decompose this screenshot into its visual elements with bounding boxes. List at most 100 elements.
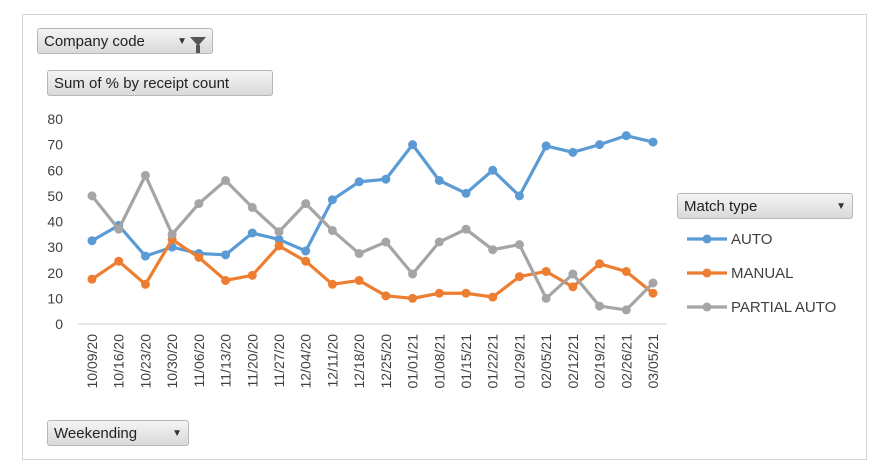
company-code-filter-button[interactable]: Company code ▼ (37, 28, 213, 54)
x-tick-label: 12/04/20 (298, 334, 314, 389)
data-point (247, 270, 257, 280)
data-point (381, 291, 391, 301)
dropdown-arrow-icon: ▼ (172, 427, 182, 439)
x-tick-label: 02/19/21 (592, 334, 608, 389)
line-chart-plot: 0 10 20 30 40 50 60 70 80 10/09/20 10/16/20 10/23/2… (47, 111, 836, 389)
data-point (461, 224, 471, 234)
data-point (488, 165, 498, 175)
data-point (648, 288, 658, 298)
weekending-axis-button[interactable]: Weekending ▼ (47, 420, 189, 446)
x-tick-label: 10/16/20 (111, 334, 127, 389)
data-point (568, 147, 578, 157)
legend-swatch-marker (702, 234, 712, 244)
y-tick-label: 20 (47, 265, 63, 281)
data-point (621, 131, 631, 141)
funnel-icon (190, 36, 206, 53)
weekending-label: Weekending (54, 424, 138, 442)
data-point (648, 137, 658, 147)
data-point (488, 292, 498, 302)
x-tick-label: 01/01/21 (405, 334, 421, 389)
data-point (327, 195, 337, 205)
data-point (434, 176, 444, 185)
data-point (461, 288, 471, 298)
dropdown-arrow-icon: ▼ (177, 35, 187, 47)
data-point (140, 279, 150, 289)
y-tick-label: 80 (47, 111, 63, 127)
match-type-label: Match type (684, 197, 758, 215)
company-code-label: Company code (44, 32, 145, 50)
x-tick-label: 10/23/20 (137, 334, 153, 389)
data-point (221, 176, 231, 185)
data-point (301, 256, 311, 266)
legend-entry-label: AUTO (731, 231, 772, 248)
data-point (301, 199, 311, 209)
data-point (354, 275, 364, 285)
data-point (140, 251, 150, 261)
series-line-manual (90, 237, 655, 300)
x-tick-label: 02/26/21 (618, 334, 634, 389)
legend-entry-label: PARTIAL AUTO (731, 299, 836, 316)
x-tick-label: 12/25/20 (378, 334, 394, 389)
legend-entry-label: MANUAL (731, 265, 794, 282)
y-tick-label: 40 (47, 214, 63, 230)
x-tick-label: 02/12/21 (565, 334, 581, 389)
data-point (274, 234, 284, 244)
match-type-legend-button[interactable]: Match type ▼ (677, 193, 853, 219)
data-point (434, 237, 444, 247)
data-point (327, 279, 337, 289)
data-point (595, 140, 605, 150)
data-point (541, 266, 551, 276)
data-point (648, 278, 658, 288)
dropdown-arrow-icon: ▼ (836, 200, 846, 212)
data-point (621, 266, 631, 276)
data-point (621, 305, 631, 315)
legend-swatch-marker (702, 268, 712, 278)
data-point (327, 225, 337, 235)
y-tick-label: 0 (55, 316, 63, 332)
data-point (568, 269, 578, 279)
data-point (274, 241, 284, 251)
values-field-label: Sum of % by receipt count (54, 74, 230, 92)
data-point (434, 288, 444, 298)
data-point (541, 141, 551, 151)
y-tick-label: 60 (47, 162, 63, 178)
data-point (354, 177, 364, 187)
y-tick-label: 70 (47, 137, 63, 153)
data-point (354, 249, 364, 259)
x-tick-label: 02/05/21 (538, 334, 554, 389)
data-point (114, 256, 124, 266)
x-tick-label: 01/29/21 (511, 334, 527, 389)
x-tick-label: 12/18/20 (351, 334, 367, 389)
pivot-chart[interactable]: Company code ▼ Sum of % by receipt count… (22, 14, 867, 460)
data-point (381, 174, 391, 184)
x-tick-label: 11/20/20 (244, 334, 260, 388)
data-point (488, 245, 498, 255)
data-point (87, 236, 97, 246)
x-tick-label: 03/05/21 (645, 334, 661, 389)
data-point (301, 246, 311, 256)
data-point (247, 202, 257, 212)
x-tick-label: 11/27/20 (271, 334, 287, 388)
series-line-partial-auto (90, 173, 655, 312)
data-point (541, 293, 551, 303)
x-tick-label: 11/13/20 (218, 334, 234, 388)
x-tick-label: 12/11/20 (324, 334, 340, 388)
data-point (194, 252, 204, 262)
data-point (595, 259, 605, 269)
data-point (221, 275, 231, 285)
data-point (381, 237, 391, 247)
data-point (167, 229, 177, 239)
data-point (408, 269, 418, 279)
data-point (514, 272, 524, 282)
data-point (408, 293, 418, 303)
data-point (274, 227, 284, 237)
values-field-button[interactable]: Sum of % by receipt count (47, 70, 273, 96)
data-point (87, 191, 97, 201)
x-tick-label: 01/08/21 (431, 334, 447, 389)
x-tick-label: 11/06/20 (191, 334, 207, 388)
data-point (514, 191, 524, 201)
data-point (114, 224, 124, 234)
data-point (408, 140, 418, 150)
data-point (568, 282, 578, 292)
data-point (595, 301, 605, 311)
